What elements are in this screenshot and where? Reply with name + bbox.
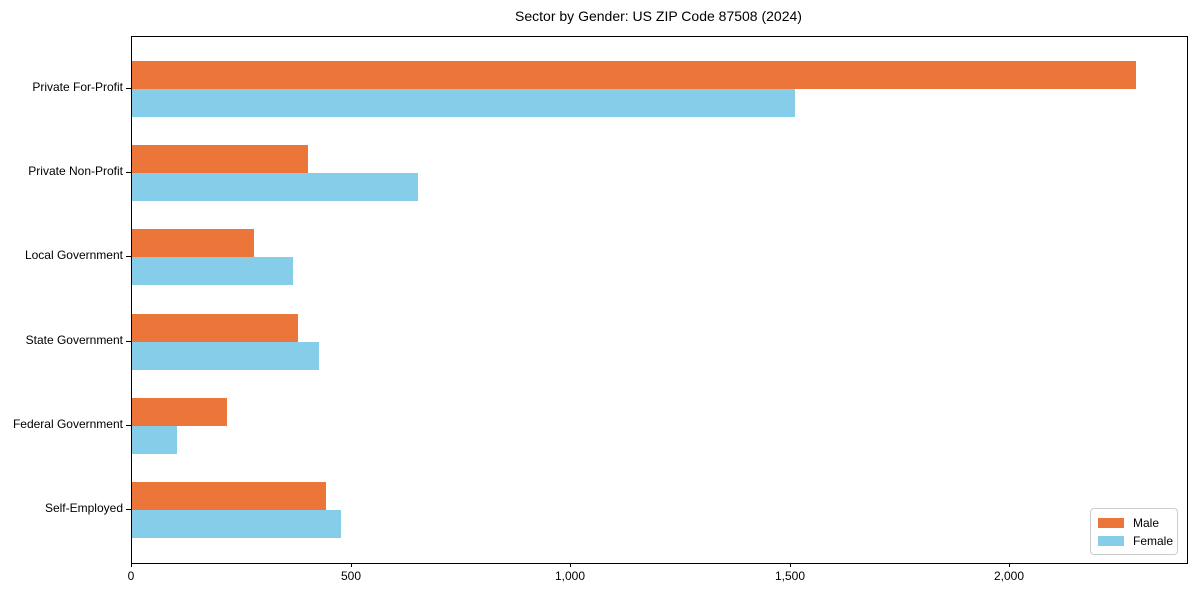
chart-title: Sector by Gender: US ZIP Code 87508 (202… — [515, 8, 802, 24]
x-tick-mark — [1009, 563, 1010, 567]
x-tick-mark — [131, 563, 132, 567]
x-tick-label: 500 — [340, 569, 362, 583]
y-tick-mark — [126, 341, 131, 342]
x-tick-mark — [351, 563, 352, 567]
y-tick-mark — [126, 256, 131, 257]
x-tick-label: 1,000 — [554, 569, 586, 583]
y-tick-label-private-non-profit: Private Non-Profit — [28, 164, 123, 178]
y-tick-label-state-government: State Government — [25, 333, 123, 347]
bar-male-state-government — [132, 313, 298, 342]
y-tick-mark — [126, 509, 131, 510]
bar-female-state-government — [132, 341, 319, 370]
x-tick-label: 0 — [127, 569, 135, 583]
y-tick-mark — [126, 172, 131, 173]
bar-male-federal-government — [132, 397, 227, 426]
bar-female-private-non-profit — [132, 173, 418, 202]
legend-label: Female — [1133, 533, 1174, 548]
bar-female-private-for-profit — [132, 89, 795, 117]
y-tick-label-federal-government: Federal Government — [12, 417, 123, 431]
bar-female-self-employed — [132, 510, 341, 539]
x-tick-mark — [790, 563, 791, 567]
x-tick-label: 2,000 — [993, 569, 1025, 583]
legend-swatch-male — [1098, 517, 1124, 528]
y-tick-label-private-for-profit: Private For-Profit — [32, 80, 123, 94]
bar-male-private-for-profit — [132, 61, 1136, 89]
legend: Male Female — [1090, 508, 1178, 555]
bar-female-local-government — [132, 257, 293, 286]
legend-item-male: Male — [1098, 515, 1170, 530]
bar-male-self-employed — [132, 482, 326, 511]
y-tick-mark — [126, 88, 131, 89]
legend-label: Male — [1133, 515, 1160, 530]
y-tick-label-self-employed: Self-Employed — [44, 501, 123, 515]
legend-item-female: Female — [1098, 533, 1174, 548]
y-tick-label-local-government: Local Government — [24, 248, 123, 262]
legend-swatch-female — [1098, 535, 1124, 546]
y-tick-mark — [126, 425, 131, 426]
x-tick-label: 1,500 — [774, 569, 806, 583]
bar-male-private-non-profit — [132, 145, 308, 174]
x-tick-mark — [570, 563, 571, 567]
plot-area — [131, 36, 1188, 564]
bar-male-local-government — [132, 229, 254, 258]
bar-female-federal-government — [132, 425, 177, 454]
